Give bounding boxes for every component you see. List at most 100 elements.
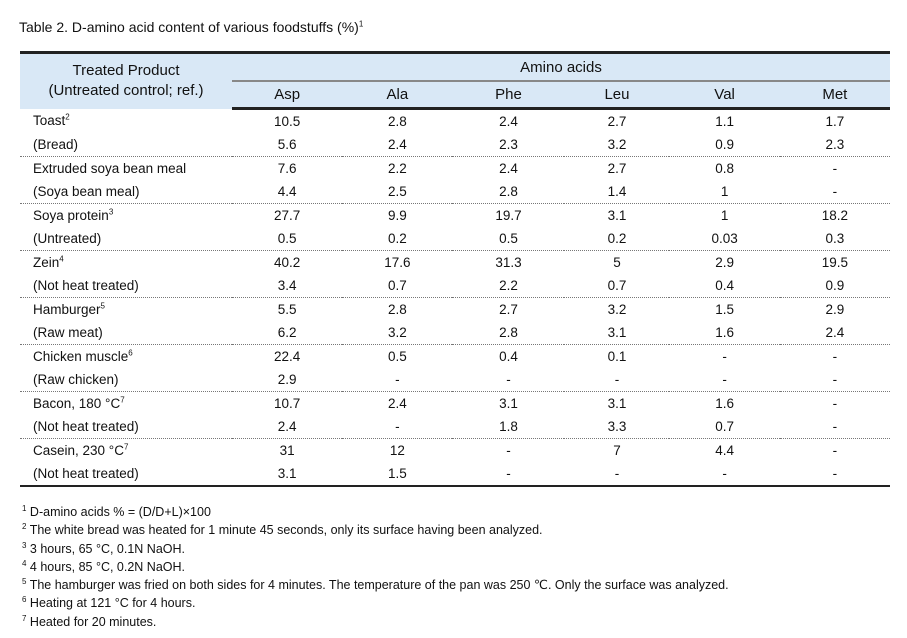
cell-value: 0.5 bbox=[387, 349, 407, 364]
cell-value: - bbox=[564, 368, 670, 392]
row-label: (Not heat treated) bbox=[20, 274, 232, 298]
cell-value: 2.2 bbox=[387, 161, 407, 176]
cell-value: 12 bbox=[389, 443, 405, 458]
cell-value: 0.7 bbox=[342, 274, 453, 298]
cell-value: 0.7 bbox=[564, 274, 670, 298]
table-row: Extruded soya bean meal 7.6 2.2 2.4 2.7 0.8 - bbox=[20, 157, 890, 181]
cell-value: 4.4 bbox=[715, 443, 734, 458]
cell-value: 3.1 bbox=[607, 396, 627, 411]
cell-value: 1.6 bbox=[669, 321, 780, 345]
footnotes: 1 D-amino acids % = (D/D+L)×100 2 The whi… bbox=[22, 503, 729, 631]
cell-value: 18.2 bbox=[821, 208, 848, 223]
table-row: Casein, 230 °C7 31 12 - 7 4.4 - bbox=[20, 439, 890, 463]
cell-value: 0.1 bbox=[607, 349, 627, 364]
cell-value: 3.3 bbox=[564, 415, 670, 439]
cell-value: - bbox=[342, 415, 453, 439]
row-label: Extruded soya bean meal bbox=[33, 161, 187, 176]
cell-value: 2.5 bbox=[342, 180, 453, 204]
footnote: 3 3 hours, 65 °C, 0.1N NaOH. bbox=[22, 540, 185, 556]
row-label: Hamburger5 bbox=[33, 301, 105, 317]
cell-value: 0.5 bbox=[232, 227, 343, 251]
cell-value: 7.6 bbox=[277, 161, 297, 176]
row-label: Chicken muscle6 bbox=[33, 348, 133, 364]
cell-value: 2.2 bbox=[452, 274, 565, 298]
group-header: Amino acids bbox=[232, 51, 890, 82]
footnote: 2 The white bread was heated for 1 minut… bbox=[22, 522, 543, 538]
cell-value: 0.7 bbox=[669, 415, 780, 439]
table-row: (Not heat treated) 3.4 0.7 2.2 0.7 0.4 0.9 bbox=[20, 274, 890, 298]
cell-value: 0.4 bbox=[669, 274, 780, 298]
cell-value: - bbox=[832, 396, 838, 411]
row-label: (Soya bean meal) bbox=[20, 180, 232, 204]
cell-value: 0.2 bbox=[564, 227, 670, 251]
cell-value: 2.4 bbox=[232, 415, 343, 439]
cell-value: 4.4 bbox=[232, 180, 343, 204]
cell-value: 3.1 bbox=[564, 321, 670, 345]
cell-value: - bbox=[564, 462, 670, 487]
row-label: Zein4 bbox=[33, 254, 64, 270]
cell-value: - bbox=[452, 462, 565, 487]
cell-value: 27.7 bbox=[273, 208, 301, 223]
table-row: (Bread) 5.6 2.4 2.3 3.2 0.9 2.3 bbox=[20, 133, 890, 157]
cell-value: 10.5 bbox=[273, 114, 301, 129]
cell-value: 1.4 bbox=[564, 180, 670, 204]
row-label: (Bread) bbox=[20, 133, 232, 157]
cell-value: - bbox=[452, 368, 565, 392]
cell-value: 10.7 bbox=[273, 396, 301, 411]
cell-value: 3.2 bbox=[607, 302, 627, 317]
cell-value: 0.4 bbox=[499, 349, 518, 364]
footnote: 4 4 hours, 85 °C, 0.2N NaOH. bbox=[22, 558, 185, 574]
cell-value: 7 bbox=[613, 443, 621, 458]
cell-value: 1.1 bbox=[715, 114, 734, 129]
row-label: Soya protein3 bbox=[33, 207, 114, 223]
table-row: Soya protein3 27.7 9.9 19.7 3.1 1 18.2 bbox=[20, 204, 890, 228]
cell-value: 2.7 bbox=[607, 161, 627, 176]
footnote: 7 Heated for 20 minutes. bbox=[22, 613, 157, 629]
cell-value: - bbox=[722, 349, 727, 364]
row-label: Casein, 230 °C7 bbox=[33, 442, 129, 458]
cell-value: 31.3 bbox=[495, 255, 522, 270]
table-row: Toast2 10.5 2.8 2.4 2.7 1.1 1.7 bbox=[20, 109, 890, 134]
cell-value: 31 bbox=[279, 443, 295, 458]
cell-value: 19.7 bbox=[495, 208, 522, 223]
column-header: Leu bbox=[564, 81, 670, 110]
cell-value: 2.4 bbox=[342, 133, 453, 157]
cell-value: 2.9 bbox=[825, 302, 845, 317]
row-label: (Untreated) bbox=[20, 227, 232, 251]
column-header: Ala bbox=[342, 81, 453, 110]
row-label: (Raw chicken) bbox=[20, 368, 232, 392]
cell-value: 0.8 bbox=[715, 161, 734, 176]
cell-value: 3.2 bbox=[564, 133, 670, 157]
cell-value: 1.5 bbox=[342, 462, 453, 487]
column-header: Asp bbox=[232, 81, 343, 110]
cell-value: 6.2 bbox=[232, 321, 343, 345]
row-label: (Not heat treated) bbox=[20, 462, 232, 487]
cell-value: 22.4 bbox=[273, 349, 301, 364]
cell-value: 2.8 bbox=[452, 180, 565, 204]
cell-value: 0.9 bbox=[779, 274, 890, 298]
table-row: (Not heat treated) 2.4-1.8 3.3 0.7- bbox=[20, 415, 890, 439]
cell-value: 3.4 bbox=[232, 274, 343, 298]
cell-value: - bbox=[779, 368, 890, 392]
amino-acid-table: Treated Product (Untreated control; ref.)… bbox=[20, 51, 890, 487]
cell-value: 1 bbox=[669, 180, 780, 204]
cell-value: 2.4 bbox=[499, 114, 518, 129]
row-label: (Not heat treated) bbox=[20, 415, 232, 439]
table-row: (Soya bean meal) 4.4 2.5 2.8 1.4 1- bbox=[20, 180, 890, 204]
cell-value: 3.1 bbox=[499, 396, 518, 411]
cell-value: 0.5 bbox=[452, 227, 565, 251]
cell-value: 2.9 bbox=[232, 368, 343, 392]
cell-value: - bbox=[779, 462, 890, 487]
cell-value: 2.7 bbox=[499, 302, 518, 317]
table-row: (Raw chicken) 2.9- - - - - bbox=[20, 368, 890, 392]
cell-value: 0.3 bbox=[779, 227, 890, 251]
cell-value: 2.4 bbox=[779, 321, 890, 345]
cell-value: 0.9 bbox=[669, 133, 780, 157]
cell-value: 17.6 bbox=[384, 255, 411, 270]
cell-value: 2.8 bbox=[387, 114, 407, 129]
cell-value: 2.4 bbox=[499, 161, 518, 176]
row-label: Toast2 bbox=[33, 112, 70, 129]
table-row: Bacon, 180 °C7 10.7 2.4 3.1 3.1 1.6 - bbox=[20, 392, 890, 416]
table-row: (Not heat treated) 3.1 1.5- - - - bbox=[20, 462, 890, 487]
cell-value: 2.7 bbox=[607, 114, 627, 129]
